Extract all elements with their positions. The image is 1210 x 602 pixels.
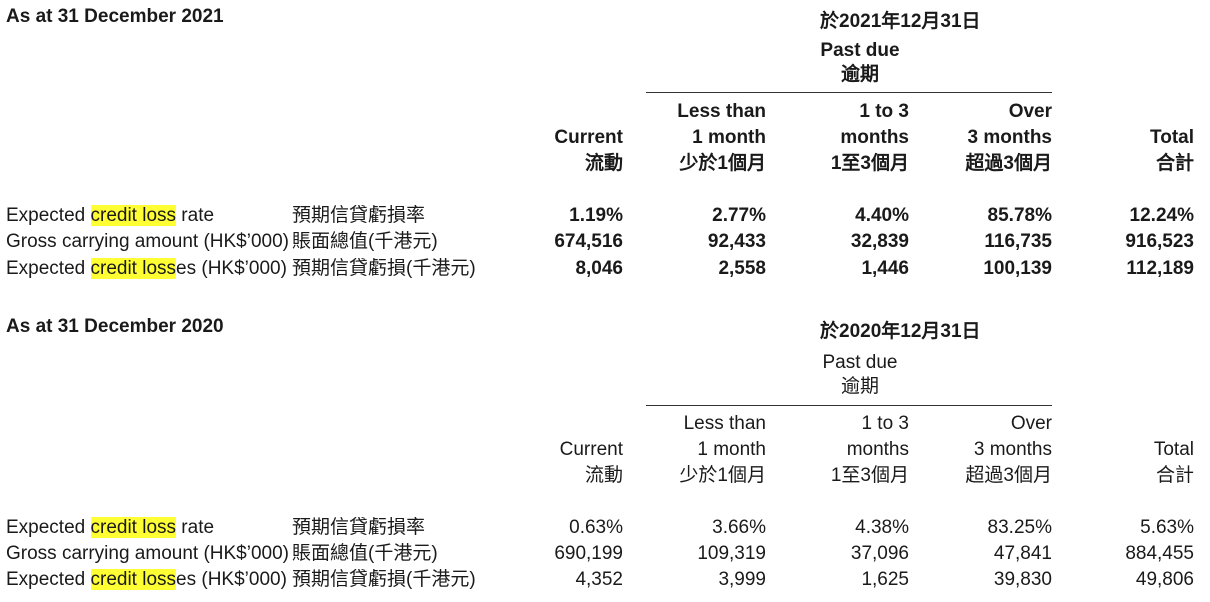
past-due-divider — [646, 405, 1052, 406]
row-label-gross-carrying: Gross carrying amount (HK$’000) — [6, 231, 289, 252]
col-header-1to3-1: 1 to 3 — [859, 101, 909, 122]
col-header-lt1m-1: Less than — [683, 413, 766, 434]
col-header-current: Current — [554, 127, 623, 148]
col-header-over3-1: Over — [1010, 413, 1052, 434]
col-header-over3-1: Over — [1008, 101, 1052, 122]
cell-value: 112,189 — [1126, 258, 1194, 279]
past-due-divider — [646, 92, 1052, 93]
search-highlight: credit loss — [90, 258, 177, 279]
section-title-zh: 於2021年12月31日 — [820, 11, 981, 32]
cell-value: 4.40% — [855, 205, 909, 226]
col-header-over3-2: 3 months — [967, 127, 1052, 148]
row-label-ecl-rate: Expected credit loss rate — [6, 517, 215, 538]
cell-value: 12.24% — [1129, 205, 1194, 226]
col-header-current-zh: 流動 — [584, 465, 623, 486]
cell-value: 5.63% — [1140, 517, 1194, 538]
search-highlight: credit loss — [90, 569, 177, 590]
past-due-header: Past due — [820, 40, 900, 61]
col-header-total-zh: 合計 — [1155, 153, 1194, 174]
section-title-zh: 於2020年12月31日 — [820, 321, 981, 342]
cell-value: 1,625 — [861, 569, 909, 590]
col-header-current: Current — [559, 439, 623, 460]
cell-value: 83.25% — [987, 517, 1052, 538]
col-header-1to3-2: months — [846, 439, 909, 460]
row-label-zh: 預期信貸虧損率 — [292, 205, 426, 226]
row-label-ecl-amount: Expected credit losses (HK$’000) — [6, 569, 287, 590]
row-label-zh: 預期信貸虧損(千港元) — [292, 258, 476, 279]
cell-value: 100,139 — [983, 258, 1052, 279]
col-header-1to3-1: 1 to 3 — [861, 413, 909, 434]
cell-value: 916,523 — [1125, 231, 1194, 252]
row-label-ecl-amount: Expected credit losses (HK$’000) — [6, 258, 287, 279]
cell-value: 4.38% — [855, 517, 909, 538]
row-label-zh: 賬面總值(千港元) — [292, 543, 438, 564]
past-due-header-zh: 逾期 — [840, 64, 879, 85]
row-label-gross-carrying: Gross carrying amount (HK$’000) — [6, 543, 289, 564]
col-header-over3-zh: 超過3個月 — [965, 465, 1052, 486]
cell-value: 3.66% — [712, 517, 766, 538]
search-highlight: credit loss — [90, 205, 177, 226]
col-header-over3-2: 3 months — [973, 439, 1052, 460]
col-header-1to3-zh: 1至3個月 — [830, 465, 909, 486]
cell-value: 47,841 — [993, 543, 1052, 564]
past-due-header-zh: 逾期 — [840, 376, 879, 397]
section-title: As at 31 December 2021 — [6, 6, 224, 27]
col-header-current-zh: 流動 — [584, 153, 623, 174]
col-header-lt1m-2: 1 month — [692, 127, 766, 148]
col-header-lt1m-zh: 少於1個月 — [679, 153, 766, 174]
row-label-zh: 賬面總值(千港元) — [292, 231, 438, 252]
col-header-over3-zh: 超過3個月 — [965, 153, 1052, 174]
cell-value: 109,319 — [697, 543, 766, 564]
cell-value: 85.78% — [987, 205, 1052, 226]
cell-value: 4,352 — [575, 569, 623, 590]
cell-value: 3,999 — [718, 569, 766, 590]
search-highlight: credit loss — [90, 517, 177, 538]
section-title: As at 31 December 2020 — [6, 316, 224, 337]
cell-value: 0.63% — [569, 517, 623, 538]
row-label-ecl-rate: Expected credit loss rate — [6, 205, 215, 226]
cell-value: 32,839 — [850, 231, 909, 252]
cell-value: 8,046 — [575, 258, 623, 279]
cell-value: 92,433 — [707, 231, 766, 252]
col-header-total: Total — [1150, 127, 1194, 148]
col-header-lt1m-2: 1 month — [697, 439, 766, 460]
cell-value: 116,735 — [984, 231, 1052, 252]
cell-value: 37,096 — [850, 543, 909, 564]
col-header-lt1m-zh: 少於1個月 — [679, 465, 766, 486]
col-header-total: Total — [1153, 439, 1194, 460]
cell-value: 49,806 — [1135, 569, 1194, 590]
cell-value: 39,830 — [993, 569, 1052, 590]
row-label-zh: 預期信貸虧損率 — [292, 517, 426, 538]
col-header-lt1m-1: Less than — [677, 101, 766, 122]
cell-value: 1.19% — [569, 205, 623, 226]
cell-value: 2.77% — [712, 205, 766, 226]
cell-value: 674,516 — [554, 231, 623, 252]
col-header-1to3-2: months — [840, 127, 909, 148]
past-due-header: Past due — [822, 352, 898, 373]
cell-value: 2,558 — [718, 258, 766, 279]
row-label-zh: 預期信貸虧損(千港元) — [292, 569, 476, 590]
col-header-1to3-zh: 1至3個月 — [830, 153, 909, 174]
cell-value: 884,455 — [1125, 543, 1194, 564]
cell-value: 1,446 — [861, 258, 909, 279]
col-header-total-zh: 合計 — [1155, 465, 1194, 486]
cell-value: 690,199 — [554, 543, 623, 564]
